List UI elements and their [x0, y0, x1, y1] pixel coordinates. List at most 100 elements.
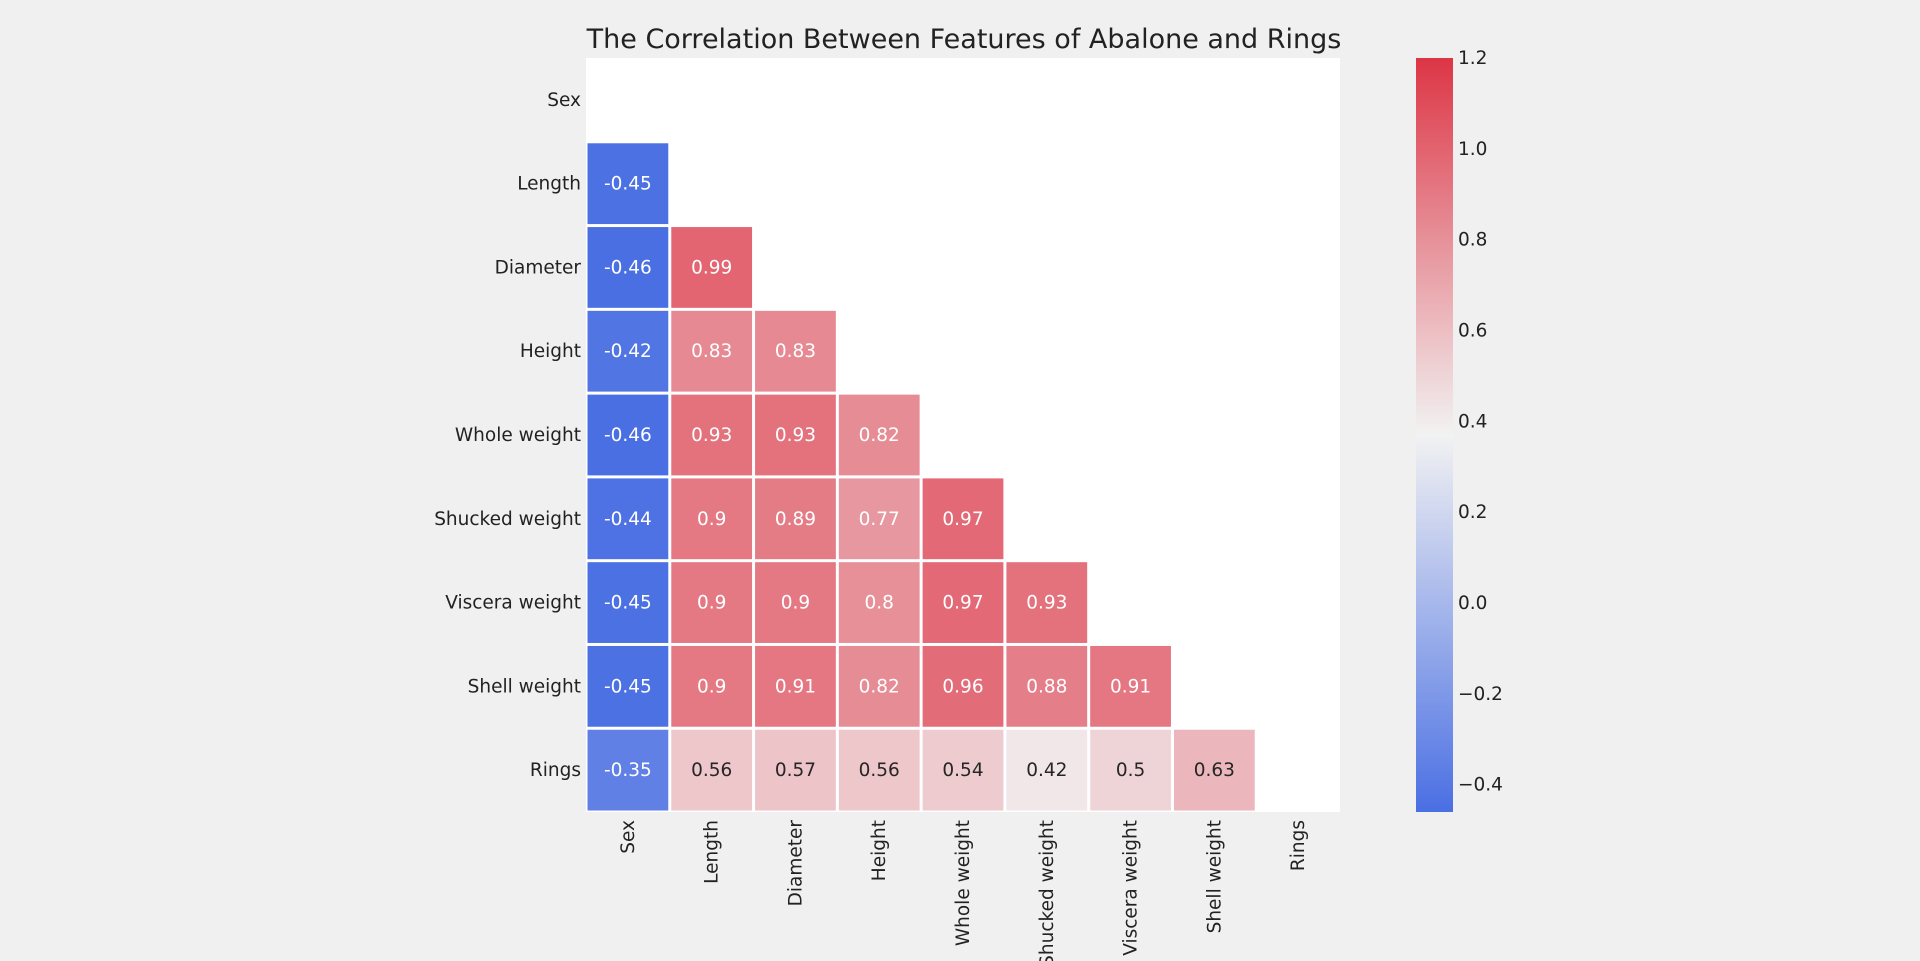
- heatmap-cell-height-diameter: [755, 310, 836, 392]
- heatmap-cell-value: 0.82: [859, 676, 900, 697]
- heatmap-cell-viscera-weight-length: [671, 562, 753, 643]
- heatmap-cell-whole-weight-sex: [587, 394, 669, 476]
- colorbar-tick-label: 0.0: [1458, 593, 1487, 614]
- heatmap-cell-value: -0.45: [604, 593, 652, 614]
- x-tick-label: Viscera weight: [1121, 820, 1142, 956]
- x-tick-label: Height: [869, 820, 890, 881]
- y-tick-label: Rings: [530, 760, 581, 781]
- heatmap-cell-value: 0.83: [691, 341, 732, 362]
- heatmap-cell-value: -0.35: [604, 760, 652, 781]
- heatmap-cell-value: 0.93: [1026, 593, 1067, 614]
- x-tick-label: Length: [702, 820, 723, 884]
- heatmap-cell-shell-weight-diameter: [755, 645, 836, 727]
- heatmap-cell-shell-weight-shucked-weight: [1006, 645, 1088, 727]
- x-tick-label: Shell weight: [1204, 820, 1225, 933]
- heatmap-cell-value: 0.99: [691, 257, 732, 278]
- heatmap-cell-shell-weight-whole-weight: [922, 645, 1004, 727]
- colorbar: [1416, 58, 1453, 812]
- heatmap-cell-shucked-weight-height: [838, 478, 920, 560]
- heatmap-cell-viscera-weight-whole-weight: [922, 562, 1004, 643]
- heatmap-cell-rings-length: [671, 729, 753, 811]
- x-tick-label: Shucked weight: [1037, 820, 1058, 961]
- heatmap-cell-rings-sex: [587, 729, 669, 811]
- y-tick-label: Shell weight: [468, 676, 581, 697]
- colorbar-tick-label: 0.6: [1458, 321, 1487, 342]
- heatmap-cell-shucked-weight-sex: [587, 478, 669, 560]
- heatmap-cell-shucked-weight-whole-weight: [922, 478, 1004, 560]
- y-tick-label: Whole weight: [455, 425, 581, 446]
- heatmap-cell-value: 0.63: [1194, 760, 1235, 781]
- heatmap-cell-height-sex: [587, 310, 669, 392]
- heatmap-cell-rings-viscera-weight: [1090, 729, 1171, 811]
- y-axis-tick-labels: Sex Length Diameter Height Whole weight Shuck…: [434, 90, 581, 781]
- colorbar-tick-label: 0.4: [1458, 411, 1487, 432]
- x-tick-label: Whole weight: [953, 820, 974, 946]
- heatmap-cell-value: 0.56: [859, 760, 900, 781]
- heatmap-cell-value: 0.8: [865, 593, 894, 614]
- heatmap-cell-value: 0.9: [697, 676, 726, 697]
- heatmap-cell-value: 0.9: [697, 593, 726, 614]
- heatmap-cell-value: 0.5: [1116, 760, 1145, 781]
- heatmap-cell-value: 0.88: [1026, 676, 1067, 697]
- heatmap-cell-rings-diameter: [755, 729, 836, 811]
- heatmap-cell-height-length: [671, 310, 753, 392]
- heatmap-cell-value: -0.45: [604, 174, 652, 195]
- heatmap-cell-value: 0.91: [775, 676, 816, 697]
- heatmap-cell-shucked-weight-diameter: [755, 478, 836, 560]
- heatmap-cell-value: 0.77: [859, 509, 900, 530]
- heatmap-cell-diameter-sex: [587, 227, 669, 308]
- heatmap-cell-value: 0.91: [1110, 676, 1151, 697]
- y-tick-label: Diameter: [495, 257, 582, 278]
- heatmap-cell-value: -0.45: [604, 676, 652, 697]
- heatmap-cell-value: 0.57: [775, 760, 816, 781]
- colorbar-tick-label: 1.2: [1458, 48, 1487, 69]
- heatmap-cell-value: 0.9: [781, 593, 810, 614]
- heatmap-cell-length-sex: [587, 143, 669, 225]
- colorbar-tick-labels: 1.2 1.0 0.8 0.6 0.4 0.2 0.0 −0.2 −0.4: [1458, 48, 1503, 796]
- heatmap-cells: -0.45 -0.46 0.99 -0.42 0.83 0.83 -0.46 0.93 0.93…: [587, 143, 1255, 811]
- heatmap-cell-value: 0.96: [942, 676, 983, 697]
- x-tick-label: Diameter: [785, 820, 806, 907]
- heatmap-cell-rings-whole-weight: [922, 729, 1004, 811]
- heatmap-cell-value: 0.9: [697, 509, 726, 530]
- heatmap-cell-shell-weight-sex: [587, 645, 669, 727]
- heatmap-cell-value: 0.93: [775, 425, 816, 446]
- x-axis-tick-labels: Sex Length Diameter Height Whole weight Shuck…: [618, 820, 1309, 961]
- heatmap-cell-value: -0.44: [604, 509, 652, 530]
- y-tick-label: Height: [520, 341, 581, 362]
- chart-title: The Correlation Between Features of Abal…: [586, 24, 1342, 55]
- x-tick-label: Rings: [1288, 820, 1309, 871]
- heatmap-cell-viscera-weight-diameter: [755, 562, 836, 643]
- colorbar-tick-label: −0.2: [1458, 684, 1503, 705]
- heatmap-cell-value: 0.93: [691, 425, 732, 446]
- heatmap-cell-value: 0.89: [775, 509, 816, 530]
- heatmap-cell-value: -0.42: [604, 341, 652, 362]
- heatmap-cell-rings-height: [838, 729, 920, 811]
- heatmap-cell-whole-weight-length: [671, 394, 753, 476]
- heatmap-cell-value: -0.46: [604, 425, 652, 446]
- heatmap-cell-value: 0.82: [859, 425, 900, 446]
- heatmap-cell-whole-weight-height: [838, 394, 920, 476]
- heatmap-cell-shucked-weight-length: [671, 478, 753, 560]
- heatmap-cell-value: 0.97: [942, 509, 983, 530]
- heatmap-cell-viscera-weight-sex: [587, 562, 669, 643]
- y-tick-label: Shucked weight: [434, 509, 581, 530]
- heatmap-cell-value: 0.42: [1026, 760, 1067, 781]
- x-tick-label: Sex: [618, 820, 639, 854]
- heatmap-cell-viscera-weight-shucked-weight: [1006, 562, 1088, 643]
- heatmap-cell-whole-weight-diameter: [755, 394, 836, 476]
- heatmap-cell-value: 0.83: [775, 341, 816, 362]
- heatmap-cell-rings-shell-weight: [1173, 729, 1255, 811]
- heatmap-cell-viscera-weight-height: [838, 562, 920, 643]
- heatmap-cell-rings-shucked-weight: [1006, 729, 1088, 811]
- y-tick-label: Sex: [547, 90, 581, 111]
- heatmap-cell-shell-weight-viscera-weight: [1090, 645, 1171, 727]
- heatmap-cell-value: 0.54: [942, 760, 983, 781]
- heatmap-cell-shell-weight-height: [838, 645, 920, 727]
- heatmap-cell-value: 0.56: [691, 760, 732, 781]
- y-tick-label: Viscera weight: [445, 593, 581, 614]
- heatmap-cell-value: 0.97: [942, 593, 983, 614]
- heatmap-cell-value: -0.46: [604, 257, 652, 278]
- heatmap-cell-shell-weight-length: [671, 645, 753, 727]
